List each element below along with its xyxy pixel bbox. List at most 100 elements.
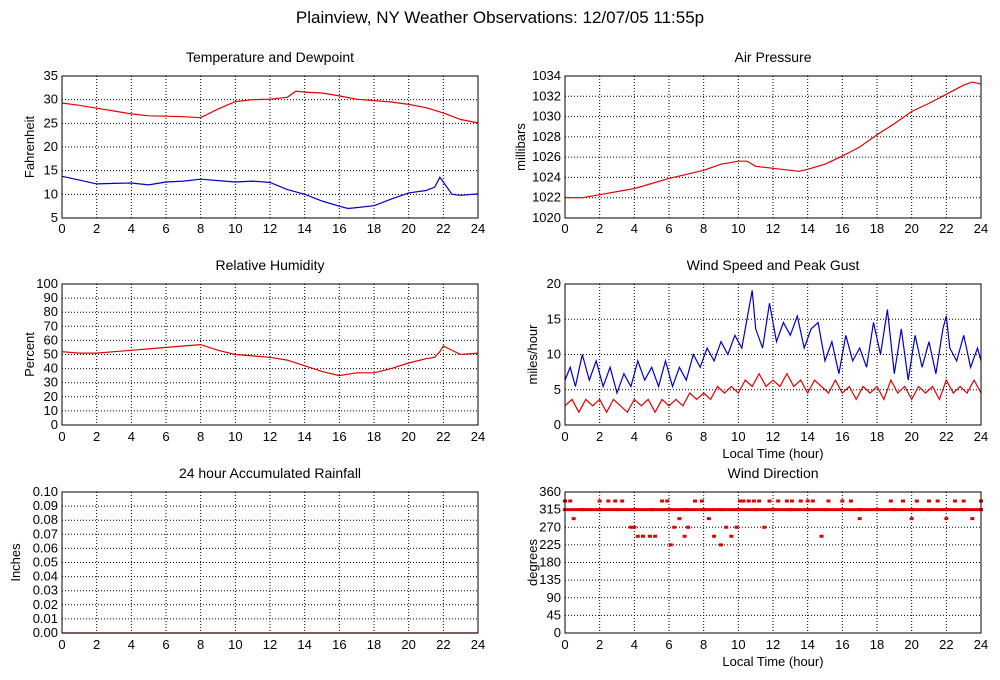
y-tick-label: 80 <box>44 304 58 319</box>
y-tick-label: 0.00 <box>33 625 58 640</box>
y-tick-label: 0.07 <box>33 526 58 541</box>
grid <box>62 284 478 425</box>
data-point <box>701 508 723 512</box>
y-tick-label: 0.04 <box>33 569 58 584</box>
x-axis-label: Local Time (hour) <box>722 654 823 669</box>
data-point <box>810 499 815 503</box>
x-tick-label: 20 <box>904 429 918 444</box>
data-point <box>667 508 689 512</box>
x-tick-label: 10 <box>731 221 745 236</box>
data-point <box>840 499 845 503</box>
x-tick-label: 10 <box>228 637 242 652</box>
x-tick-label: 10 <box>731 637 745 652</box>
y-tick-label: 90 <box>44 290 58 305</box>
data-point <box>935 499 940 503</box>
x-tick-label: 18 <box>870 221 884 236</box>
x-tick-label: 14 <box>297 429 311 444</box>
x-tick-label: 0 <box>58 429 65 444</box>
x-tick-label: 6 <box>162 221 169 236</box>
data-point <box>788 508 810 512</box>
data-point <box>784 499 789 503</box>
y-tick-label: 10 <box>547 347 561 362</box>
data-point <box>819 534 824 538</box>
data-point <box>970 517 975 521</box>
y-tick-label: 315 <box>539 502 561 517</box>
data-point <box>706 517 711 521</box>
x-tick-label: 6 <box>665 637 672 652</box>
data-point <box>823 508 845 512</box>
data-point <box>776 499 781 503</box>
x-tick-label: 12 <box>263 221 277 236</box>
data-point <box>767 499 772 503</box>
y-tick-label: 0.01 <box>33 611 58 626</box>
data-point <box>888 499 893 503</box>
y-tick-label: 45 <box>547 607 561 622</box>
data-point <box>909 508 931 512</box>
y-tick-label: 0.08 <box>33 512 58 527</box>
data-point <box>944 508 966 512</box>
x-tick-label: 4 <box>128 637 135 652</box>
data-point <box>686 525 691 529</box>
data-point <box>961 508 983 512</box>
data-point <box>927 499 931 503</box>
y-tick-label: 70 <box>44 318 58 333</box>
x-tick-label: 12 <box>263 429 277 444</box>
data-point <box>741 499 746 503</box>
x-tick-label: 14 <box>800 429 814 444</box>
plot-frame <box>564 491 982 634</box>
plot-frame <box>564 283 982 426</box>
y-tick-label: 35 <box>44 68 58 83</box>
data-point <box>734 525 739 529</box>
x-tick-label: 16 <box>332 221 346 236</box>
series-line-red <box>61 343 479 377</box>
y-tick-label: 1022 <box>532 190 561 205</box>
data-point <box>798 499 803 503</box>
y-axis-label: degrees <box>525 539 540 586</box>
data-point <box>914 499 919 503</box>
y-tick-label: 0.05 <box>33 555 58 570</box>
series-line-red <box>61 90 479 124</box>
x-tick-label: 10 <box>731 429 745 444</box>
x-tick-label: 6 <box>162 429 169 444</box>
y-tick-label: 20 <box>44 139 58 154</box>
data-point <box>961 499 966 503</box>
y-tick-label: 20 <box>547 276 561 291</box>
data-point <box>849 499 853 503</box>
data-point <box>613 499 618 503</box>
data-point <box>857 517 862 521</box>
y-tick-label: 0.06 <box>33 540 58 555</box>
chart-title: Wind Direction <box>727 465 818 481</box>
y-tick-label: 30 <box>44 375 58 390</box>
x-tick-label: 8 <box>197 637 204 652</box>
x-tick-label: 22 <box>436 221 450 236</box>
data-point <box>805 508 827 512</box>
x-tick-label: 12 <box>766 637 780 652</box>
y-tick-label: 270 <box>539 519 561 534</box>
x-tick-label: 14 <box>297 637 311 652</box>
y-tick-label: 0.03 <box>33 583 58 598</box>
data-point <box>668 543 673 547</box>
x-tick-label: 24 <box>974 221 988 236</box>
data-point <box>927 508 949 512</box>
x-tick-label: 6 <box>162 637 169 652</box>
data-point <box>805 499 810 503</box>
y-tick-label: 135 <box>539 572 561 587</box>
chart-title: Air Pressure <box>734 49 811 65</box>
x-tick-label: 24 <box>471 221 485 236</box>
data-point <box>840 508 862 512</box>
data-point <box>568 499 573 503</box>
plot-frame <box>564 75 982 219</box>
data-point <box>647 534 652 538</box>
data-point <box>649 508 671 512</box>
data-point <box>653 534 658 538</box>
y-tick-label: 0.09 <box>33 498 58 513</box>
y-tick-label: 20 <box>44 389 58 404</box>
data-point <box>719 543 723 547</box>
data-point <box>632 525 637 529</box>
y-tick-label: 1024 <box>532 169 561 184</box>
y-tick-label: 90 <box>547 590 561 605</box>
chart-title: Relative Humidity <box>216 257 325 273</box>
chart-title: 24 hour Accumulated Rainfall <box>179 465 361 481</box>
